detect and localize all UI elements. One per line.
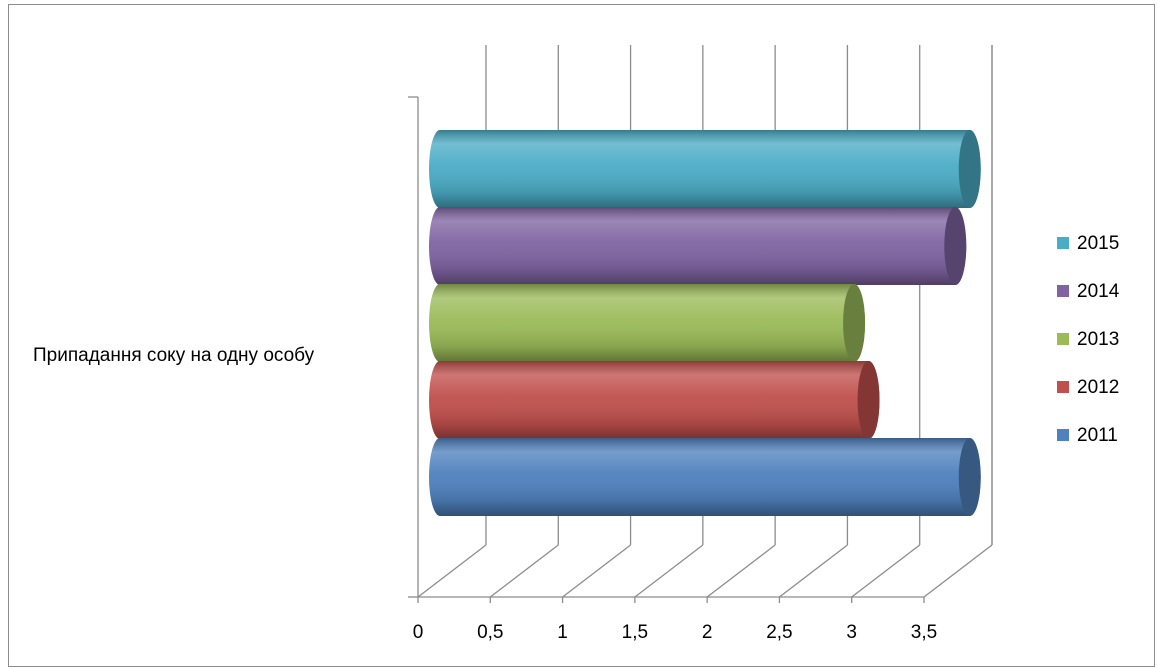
- bar-2012: [429, 361, 880, 439]
- x-tick-label: 1: [557, 622, 568, 643]
- bar-shading: [429, 284, 866, 362]
- legend-item-2014: 2014: [1057, 281, 1120, 302]
- bar-shading: [429, 130, 981, 208]
- bar-end-cap: [843, 284, 866, 362]
- floor-gridline: [923, 544, 993, 598]
- category-label: Припадання соку на одну особу: [33, 345, 315, 366]
- x-tick-label: 3: [846, 622, 857, 643]
- floor-gridline: [706, 544, 776, 598]
- legend-item-2012: 2012: [1057, 377, 1119, 398]
- bars: [429, 130, 981, 516]
- legend-item-2015: 2015: [1057, 233, 1119, 254]
- x-tick-label: 2,5: [766, 622, 792, 643]
- floor-gridline: [851, 544, 921, 598]
- bar-end-cap: [944, 207, 967, 285]
- bar-2013: [429, 284, 866, 362]
- bar-2015: [429, 130, 981, 208]
- bar-end-cap: [958, 438, 981, 516]
- x-tick-label: 1,5: [622, 622, 648, 643]
- floor-gridline: [634, 544, 704, 598]
- x-tick-label: 3,5: [911, 622, 937, 643]
- x-tick-label: 2: [702, 622, 713, 643]
- x-tick-label: 0,5: [477, 622, 503, 643]
- legend-swatch: [1057, 285, 1069, 297]
- bar-2011: [429, 438, 981, 516]
- legend-item-2013: 2013: [1057, 329, 1119, 350]
- bar-shading: [429, 207, 967, 285]
- floor-gridline: [489, 544, 559, 598]
- bar-shading: [429, 361, 880, 439]
- x-tick-label: 0: [413, 622, 424, 643]
- legend-label: 2014: [1077, 281, 1120, 302]
- floor-gridline: [562, 544, 631, 598]
- chart-walls: [408, 96, 924, 598]
- legend-item-2011: 2011: [1057, 425, 1118, 446]
- legend-swatch: [1057, 333, 1069, 345]
- legend: 2015 2014 2013 2012 2011: [1057, 233, 1120, 446]
- legend-label: 2013: [1077, 329, 1119, 350]
- x-axis-tick-labels: 0 0,5 1 1,5 2 2,5 3 3,5: [413, 622, 938, 643]
- legend-label: 2015: [1077, 233, 1119, 254]
- legend-swatch: [1057, 429, 1069, 441]
- legend-label: 2012: [1077, 377, 1119, 398]
- floor-gridline: [417, 544, 487, 598]
- legend-swatch: [1057, 237, 1069, 249]
- category-labels: Припадання соку на одну особу: [33, 345, 315, 366]
- legend-label: 2011: [1077, 425, 1118, 446]
- bar-end-cap: [857, 361, 880, 439]
- bar-shading: [429, 438, 981, 516]
- bar-end-cap: [958, 130, 981, 208]
- bar-2014: [429, 207, 967, 285]
- legend-swatch: [1057, 381, 1069, 393]
- floor-gridline: [779, 544, 848, 598]
